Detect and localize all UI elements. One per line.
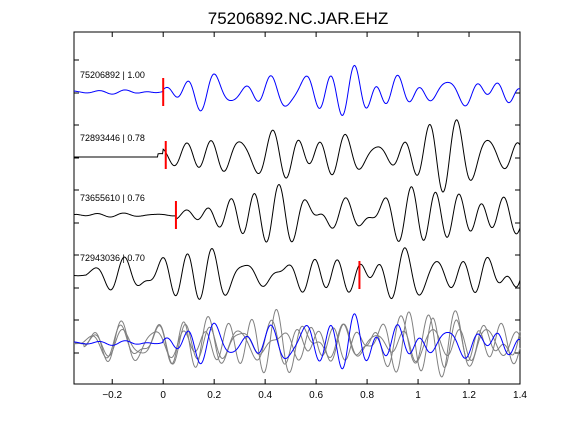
trace-line (74, 119, 521, 193)
x-tick-label: 1 (415, 390, 421, 401)
trace-label: 75206892 | 1.00 (80, 70, 145, 80)
trace-1: 75206892 | 1.00 (73, 64, 521, 117)
x-tick-label: 0.4 (258, 390, 272, 401)
x-tick-label: 1.4 (513, 390, 527, 401)
chart-title: 75206892.NC.JAR.EHZ (208, 9, 388, 28)
trace-label: 72893446 | 0.78 (80, 133, 145, 143)
x-axis: −0.2 0 0.2 0.4 0.6 0.8 1 1.2 1.4 (102, 32, 527, 401)
trace-line (73, 184, 521, 243)
trace-line (73, 64, 521, 117)
trace-stack: 75206892 | 1.00 72893446 | 0.78 73655610 |… (73, 64, 521, 300)
overlay-reference-trace (73, 313, 521, 370)
x-tick-label: −0.2 (102, 390, 122, 401)
trace-label: 73655610 | 0.76 (80, 193, 145, 203)
trace-4: 72943036 | 0.70 (73, 247, 521, 300)
trace-3: 73655610 | 0.76 (73, 184, 521, 243)
overlay-stack (73, 308, 521, 378)
plot-frame (73, 31, 521, 385)
trace-2: 72893446 | 0.78 (74, 119, 521, 193)
y-axis-ticks (74, 59, 520, 354)
overlay-trace (73, 310, 521, 378)
x-tick-label: 0.6 (309, 390, 323, 401)
x-tick-label: 0.8 (360, 390, 374, 401)
x-tick-label: 0.2 (207, 390, 221, 401)
x-tick-label: 0 (160, 390, 166, 401)
overlay-trace (74, 315, 521, 368)
overlay-trace (73, 308, 521, 374)
trace-line (73, 247, 521, 300)
trace-label: 72943036 | 0.70 (80, 253, 145, 263)
x-tick-label: 1.2 (462, 390, 476, 401)
